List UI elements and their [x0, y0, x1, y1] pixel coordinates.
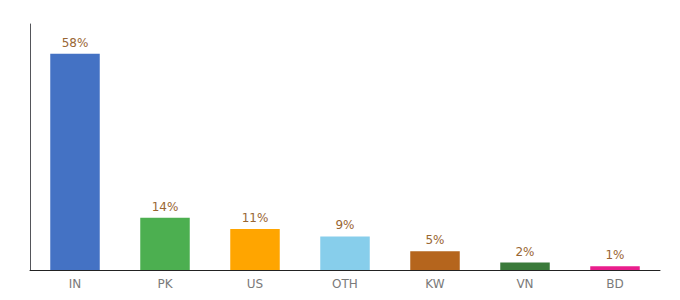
svg-text:2%: 2%	[515, 245, 534, 259]
svg-text:VN: VN	[516, 277, 533, 291]
svg-text:OTH: OTH	[332, 277, 358, 291]
svg-text:PK: PK	[157, 277, 173, 291]
svg-text:KW: KW	[425, 277, 444, 291]
svg-text:9%: 9%	[335, 218, 354, 232]
svg-text:5%: 5%	[425, 233, 444, 247]
svg-text:58%: 58%	[62, 36, 89, 50]
svg-text:1%: 1%	[605, 248, 624, 262]
svg-text:US: US	[247, 277, 263, 291]
svg-text:11%: 11%	[242, 211, 269, 225]
svg-text:IN: IN	[69, 277, 82, 291]
svg-text:BD: BD	[606, 277, 623, 291]
svg-text:14%: 14%	[152, 200, 179, 214]
